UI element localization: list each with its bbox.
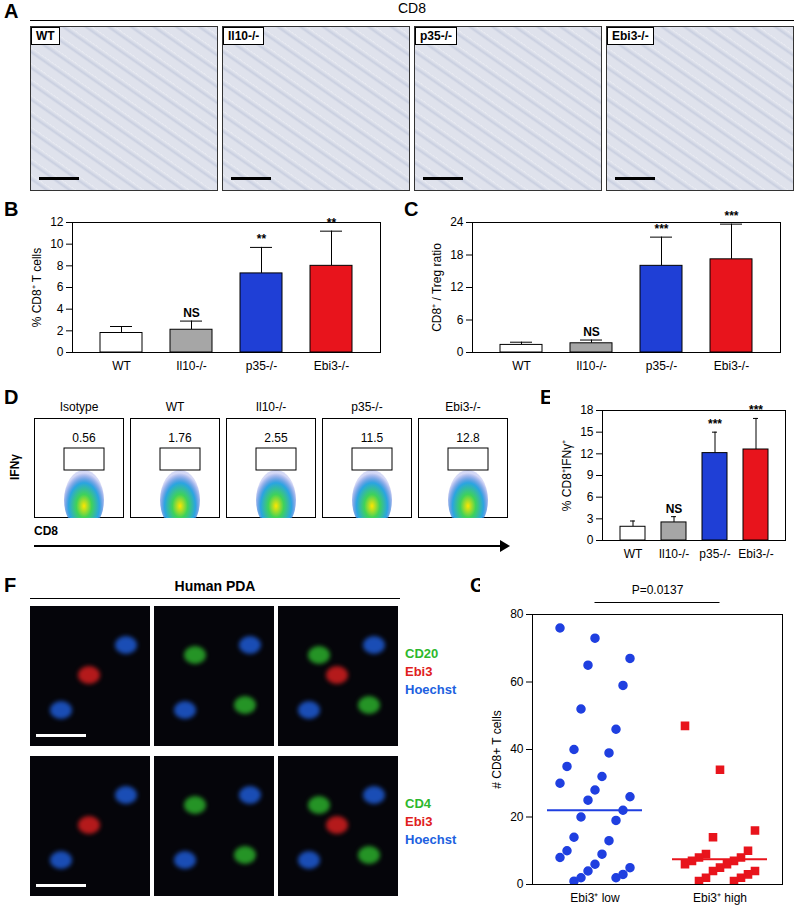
html-text:Ebi3: Ebi3: [405, 664, 433, 679]
svg-text:12: 12: [50, 215, 64, 229]
html-text:Hoechst: Hoechst: [405, 682, 457, 697]
svg-text:8: 8: [57, 259, 64, 273]
svg-text:Ebi3⁺ high: Ebi3⁺ high: [693, 891, 747, 905]
svg-text:p35-/-: p35-/-: [246, 359, 277, 373]
svg-text:Ebi3⁺ low: Ebi3⁺ low: [570, 891, 620, 905]
html-text:Il10-/-: Il10-/-: [228, 29, 260, 43]
svg-text:11.5: 11.5: [361, 431, 384, 445]
html-text:Human PDA: Human PDA: [174, 578, 256, 594]
html-text:WT: WT: [36, 29, 55, 43]
html-text:CD20: CD20: [405, 646, 439, 661]
svg-text:***: ***: [708, 417, 722, 431]
svg-text:9: 9: [587, 468, 594, 482]
svg-text:4: 4: [57, 302, 64, 316]
svg-text:0.56: 0.56: [72, 431, 96, 445]
svg-text:WT: WT: [624, 547, 643, 561]
html-text:Hoechst: Hoechst: [405, 832, 457, 847]
svg-text:24: 24: [450, 215, 464, 229]
svg-text:p35-/-: p35-/-: [646, 359, 677, 373]
svg-text:Ebi3-/-: Ebi3-/-: [714, 359, 749, 373]
svg-text:***: ***: [724, 209, 738, 223]
svg-text:% CD8⁺ T cells: % CD8⁺ T cells: [30, 248, 44, 328]
html-text:Ebi3: Ebi3: [405, 814, 433, 829]
svg-text:6: 6: [57, 280, 64, 294]
svg-text:# CD8+ T cells: # CD8+ T cells: [490, 710, 504, 789]
svg-text:6: 6: [457, 313, 464, 327]
svg-text:0: 0: [587, 533, 594, 547]
html-text:p35-/-: p35-/-: [351, 400, 383, 414]
svg-text:6: 6: [587, 490, 594, 504]
svg-text:**: **: [327, 216, 337, 230]
svg-text:18: 18: [450, 248, 464, 262]
html-text:C: C: [404, 198, 419, 220]
html-text:IFNγ: IFNγ: [8, 454, 22, 480]
svg-text:NS: NS: [666, 502, 683, 516]
svg-text:CD8⁺ / Treg ratio: CD8⁺ / Treg ratio: [430, 243, 444, 332]
svg-text:1.76: 1.76: [168, 431, 192, 445]
svg-text:0: 0: [457, 345, 464, 359]
svg-text:18: 18: [580, 403, 594, 417]
svg-text:Il10-/-: Il10-/-: [659, 547, 690, 561]
html-text:CD4: CD4: [405, 796, 431, 811]
svg-text:0: 0: [517, 877, 524, 891]
html-text:B: B: [4, 198, 19, 220]
svg-text:10: 10: [50, 237, 64, 251]
html-text:Il10-/-: Il10-/-: [255, 400, 287, 414]
svg-text:NS: NS: [183, 306, 200, 320]
svg-text:NS: NS: [583, 325, 600, 339]
svg-text:P=0.0137: P=0.0137: [632, 583, 684, 597]
svg-text:Il10-/-: Il10-/-: [176, 359, 207, 373]
svg-text:40: 40: [510, 742, 524, 756]
svg-text:***: ***: [654, 222, 668, 236]
svg-text:2.55: 2.55: [264, 431, 288, 445]
svg-text:**: **: [257, 232, 267, 246]
html-text:F: F: [4, 574, 17, 596]
html-text:A: A: [4, 0, 19, 22]
svg-text:Il10-/-: Il10-/-: [576, 359, 607, 373]
html-text:Ebi3-/-: Ebi3-/-: [445, 400, 481, 414]
html-text:p35-/-: p35-/-: [420, 29, 452, 43]
html-text:E: E: [540, 386, 554, 408]
html-text:CD8: CD8: [398, 0, 426, 16]
svg-text:Ebi3-/-: Ebi3-/-: [738, 547, 773, 561]
svg-text:Ebi3-/-: Ebi3-/-: [314, 359, 349, 373]
html-text:WT: WT: [165, 400, 185, 414]
html-text:Ebi3-/-: Ebi3-/-: [612, 29, 649, 43]
html-text:Isotype: Isotype: [59, 400, 99, 414]
html-text:D: D: [4, 386, 19, 408]
html-text:CD8: CD8: [34, 524, 58, 538]
svg-text:12: 12: [450, 280, 464, 294]
svg-text:15: 15: [580, 425, 594, 439]
svg-text:WT: WT: [112, 359, 131, 373]
svg-text:0: 0: [57, 345, 64, 359]
svg-text:12: 12: [580, 447, 594, 461]
svg-text:p35-/-: p35-/-: [699, 547, 730, 561]
html-text:G: G: [470, 574, 486, 596]
svg-text:WT: WT: [512, 359, 531, 373]
svg-text:3: 3: [587, 512, 594, 526]
svg-text:80: 80: [510, 607, 524, 621]
svg-text:% CD8⁺IFNγ⁺: % CD8⁺IFNγ⁺: [560, 440, 574, 511]
svg-text:60: 60: [510, 675, 524, 689]
svg-text:2: 2: [57, 324, 64, 338]
svg-text:12.8: 12.8: [456, 431, 480, 445]
svg-text:20: 20: [510, 810, 524, 824]
